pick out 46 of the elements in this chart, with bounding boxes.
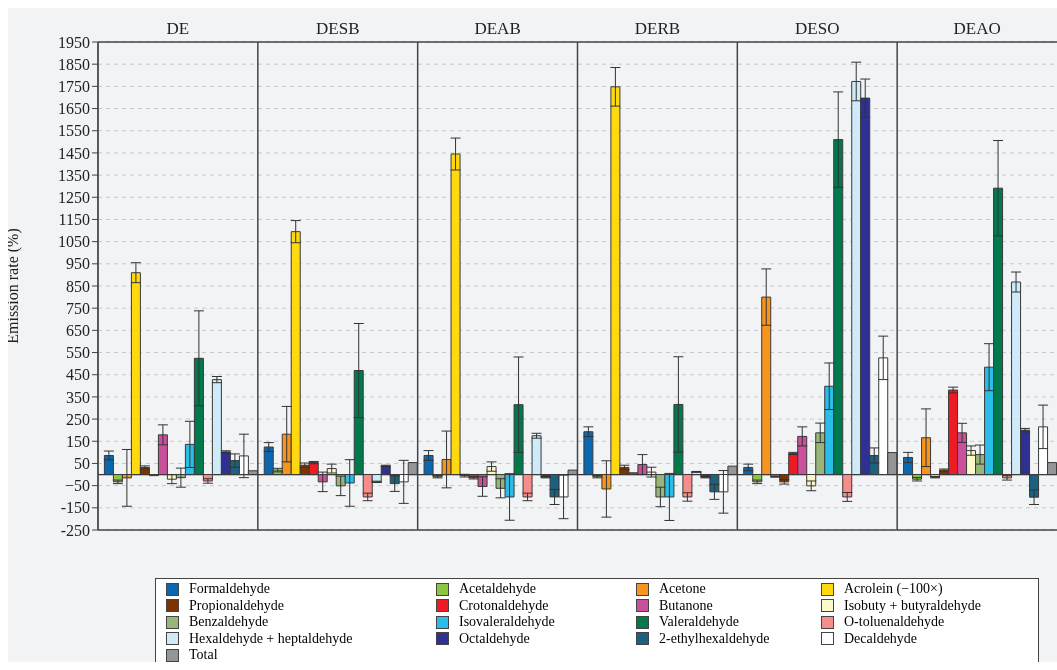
legend-label: Octaldehyde [459, 630, 530, 647]
y-tick-label: 1750 [58, 78, 90, 96]
x-tick-label: DEAB [474, 19, 521, 38]
y-tick-label: 1550 [58, 122, 90, 140]
legend-label: Isobuty + butyraldehyde [844, 597, 981, 614]
y-tick-label: 950 [66, 255, 90, 273]
legend-label: Crotonaldehyde [459, 597, 549, 614]
legend-label: Total [189, 647, 218, 664]
y-tick-label: -250 [60, 521, 90, 539]
legend-label: 2-ethylhexaldehyde [659, 630, 770, 647]
y-tick-label: 1350 [58, 166, 90, 184]
y-tick-label: 1250 [58, 188, 90, 206]
y-tick-label: 1850 [58, 55, 90, 73]
legend-label: Propionaldehyde [189, 597, 284, 614]
y-tick-label: -150 [60, 499, 90, 517]
x-tick-label: DERB [634, 19, 681, 38]
y-tick-label: 1650 [58, 100, 90, 118]
legend-label: Isovaleraldehyde [459, 614, 555, 631]
y-tick-label: 750 [66, 299, 90, 317]
x-tick-label: DESO [795, 19, 840, 38]
legend-label: Acrolein (−100×) [844, 581, 943, 598]
y-tick-label: 850 [66, 277, 90, 295]
y-tick-label: 550 [66, 344, 90, 362]
y-tick-label: −50 [64, 477, 90, 495]
y-tick-label: 50 [74, 455, 90, 473]
legend-label: Acetaldehyde [459, 581, 536, 598]
x-tick-label: DE [166, 19, 190, 38]
legend-label: O-toluenaldehyde [844, 614, 945, 631]
y-tick-label: 1450 [58, 144, 90, 162]
y-tick-label: 650 [66, 322, 90, 340]
y-tick-label: 1150 [58, 211, 90, 229]
legend-label: Butanone [659, 597, 713, 614]
x-tick-label: DESB [316, 19, 360, 38]
legend-label: Valeraldehyde [659, 614, 740, 631]
legend-label: Decaldehyde [844, 630, 918, 647]
legend-label: Hexaldehyde + heptaldehyde [189, 630, 353, 647]
y-tick-label: 250 [66, 410, 90, 428]
y-tick-label: 350 [66, 388, 90, 406]
y-tick-label: 450 [66, 366, 90, 384]
y-tick-label: 150 [66, 432, 90, 450]
legend-label: Formaldehyde [189, 581, 270, 598]
y-tick-label: 1050 [58, 233, 90, 251]
legend-label: Benzaldehyde [189, 614, 269, 631]
x-tick-label: DEAO [953, 19, 1001, 38]
y-tick-label: 1950 [58, 33, 90, 51]
legend-label: Acetone [659, 581, 706, 598]
